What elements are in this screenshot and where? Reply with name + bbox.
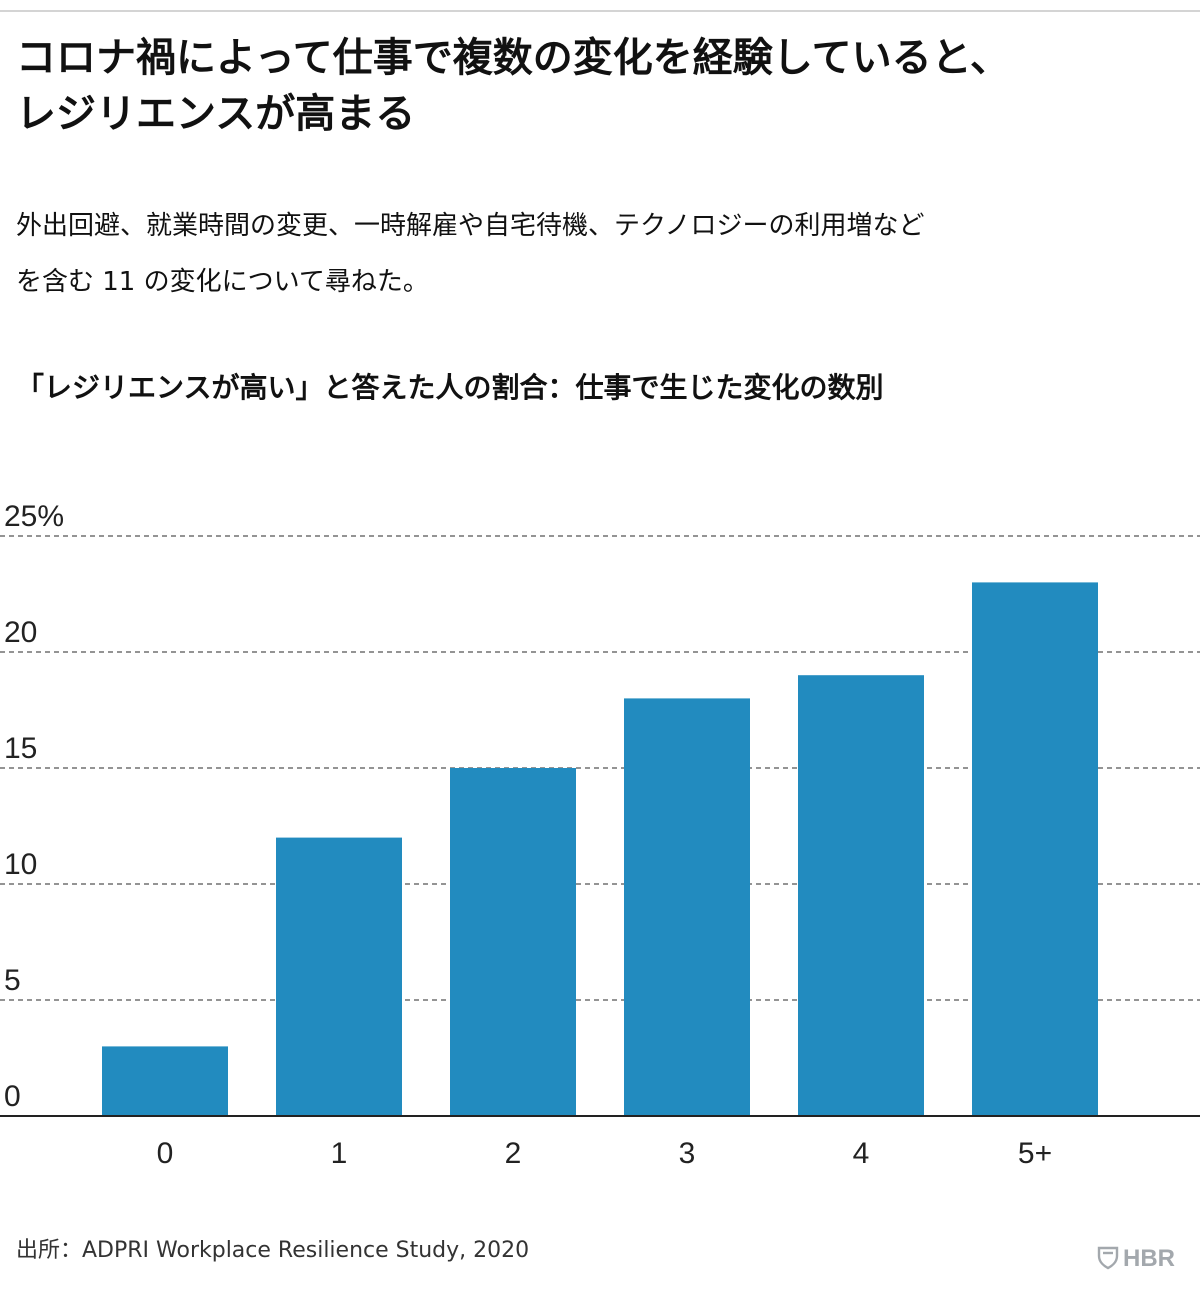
y-tick-label-10: 10 xyxy=(4,848,37,881)
subtitle: 外出回避、就業時間の変更、一時解雇や自宅待機、テクノロジーの利用増など を含む … xyxy=(16,198,1186,310)
chart-title: 「レジリエンスが高い」と答えた人の割合：仕事で生じた変化の数別 xyxy=(16,371,884,404)
headline-line-2: レジリエンスが高まる xyxy=(16,91,416,137)
subtitle-line-2: を含む 11 の変化について尋ねた。 xyxy=(16,267,429,297)
x-tick-label-0: 0 xyxy=(157,1137,174,1170)
x-tick-label-4: 4 xyxy=(853,1137,870,1170)
y-tick-label-15: 15 xyxy=(4,732,37,765)
source-note: 出所：ADPRI Workplace Resilience Study, 202… xyxy=(16,1238,530,1263)
bar-5+ xyxy=(972,582,1098,1116)
top-rule xyxy=(0,10,1200,12)
x-tick-label-2: 2 xyxy=(505,1137,522,1170)
x-tick-label-3: 3 xyxy=(679,1137,696,1170)
bar-2 xyxy=(450,768,576,1116)
y-tick-label-5: 5 xyxy=(4,964,21,997)
hbr-logo-text: HBR xyxy=(1123,1245,1175,1270)
headline: コロナ禍によって仕事で複数の変化を経験していると、 レジリエンスが高まる xyxy=(16,30,1186,142)
shield-icon xyxy=(1097,1246,1119,1270)
bar-4 xyxy=(798,675,924,1116)
bar-3 xyxy=(624,698,750,1116)
bar-1 xyxy=(276,837,402,1116)
y-tick-label-0: 0 xyxy=(4,1080,21,1113)
bar-chart: 0 5 10 15 20 25% 0 1 2 3 4 5+ xyxy=(0,500,1200,1170)
x-tick-label-5+: 5+ xyxy=(1018,1137,1052,1170)
headline-line-1: コロナ禍によって仕事で複数の変化を経験していると、 xyxy=(16,35,1010,81)
y-tick-label-25: 25% xyxy=(4,500,64,533)
x-tick-label-1: 1 xyxy=(331,1137,348,1170)
bar-0 xyxy=(102,1046,228,1116)
hbr-logo: HBR xyxy=(1097,1245,1175,1270)
subtitle-line-1: 外出回避、就業時間の変更、一時解雇や自宅待機、テクノロジーの利用増など xyxy=(16,211,925,241)
y-tick-label-20: 20 xyxy=(4,616,37,649)
